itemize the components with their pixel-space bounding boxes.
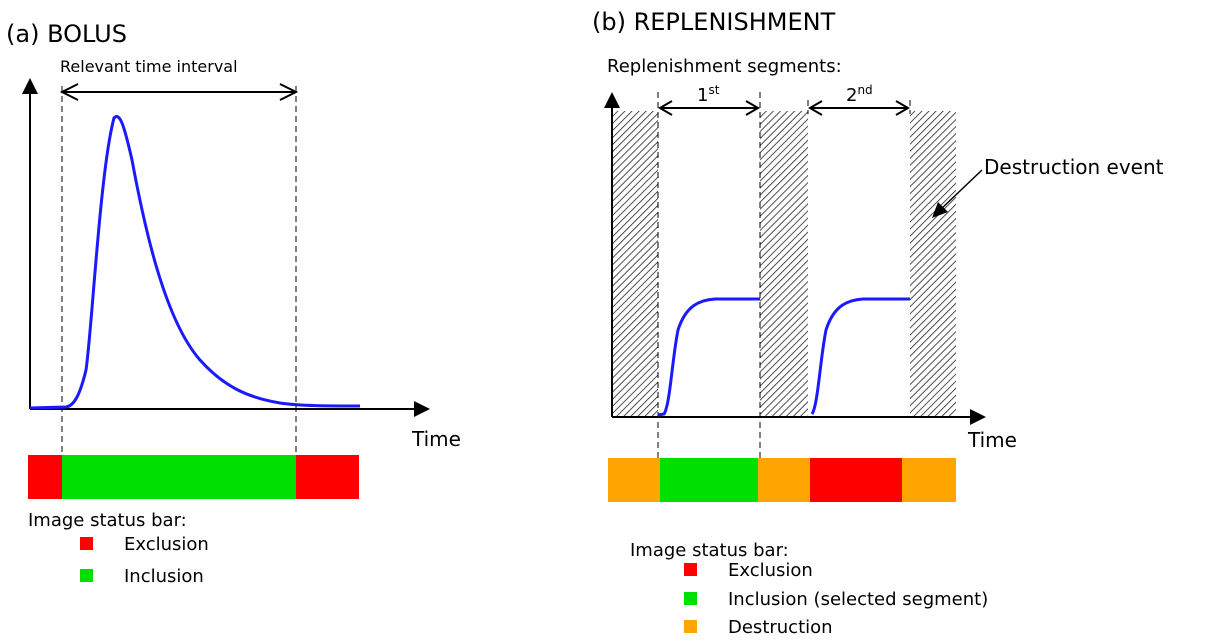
segments-label: Replenishment segments: [607,56,842,77]
bolus-curve [30,117,360,408]
status-segment-exclusion [296,455,359,499]
legend-label-inclusion: Inclusion (selected segment) [728,589,988,610]
legend-swatch-exclusion [80,537,93,550]
destruction-column-3 [910,111,956,417]
status-segment-inclusion [660,458,758,502]
status-bar-b [608,458,956,502]
panel-b-title: (b) REPLENISHMENT [592,8,836,36]
legend-label-exclusion: Exclusion [728,560,813,581]
legend-heading-b: Image status bar: [630,540,789,561]
replenishment-curve-2 [812,299,910,414]
replenishment-curve-1 [658,299,760,415]
panel-bolus: (a) BOLUS Relevant time interval Time [6,20,461,587]
status-segment-destruction [608,458,660,502]
destruction-column-2 [760,111,808,417]
status-segment-exclusion [810,458,902,502]
status-segment-destruction [902,458,956,502]
destruction-column-1 [612,111,658,417]
legend-label-exclusion: Exclusion [124,534,209,555]
status-segment-destruction [758,458,810,502]
legend-a: Image status bar: Exclusion Inclusion [28,510,209,587]
interval-arrow [62,84,296,100]
x-axis-label-a: Time [411,427,461,451]
legend-label-destruction: Destruction [728,617,833,638]
destruction-event-label: Destruction event [984,155,1164,179]
legend-swatch-exclusion [684,563,697,576]
segment-2-arrow [810,101,908,115]
legend-label-inclusion: Inclusion [124,566,204,587]
legend-swatch-inclusion [80,569,93,582]
relevant-interval-label: Relevant time interval [60,57,238,76]
panel-replenishment: (b) REPLENISHMENT Replenishment segments… [592,8,1164,638]
axes-a [22,78,430,417]
legend-swatch-destruction [684,620,697,633]
legend-swatch-inclusion [684,592,697,605]
segment-1-arrow [660,101,758,115]
status-segment-exclusion [28,455,62,499]
x-axis-label-b: Time [967,428,1017,452]
status-bar-a [28,455,359,499]
legend-heading-a: Image status bar: [28,510,187,531]
segment-1-label: 1st [697,83,720,106]
legend-b: Image status bar: Exclusion Inclusion (s… [630,540,988,638]
panel-a-title: (a) BOLUS [6,20,127,48]
segment-2-label: 2nd [846,83,873,106]
status-segment-inclusion [62,455,296,499]
